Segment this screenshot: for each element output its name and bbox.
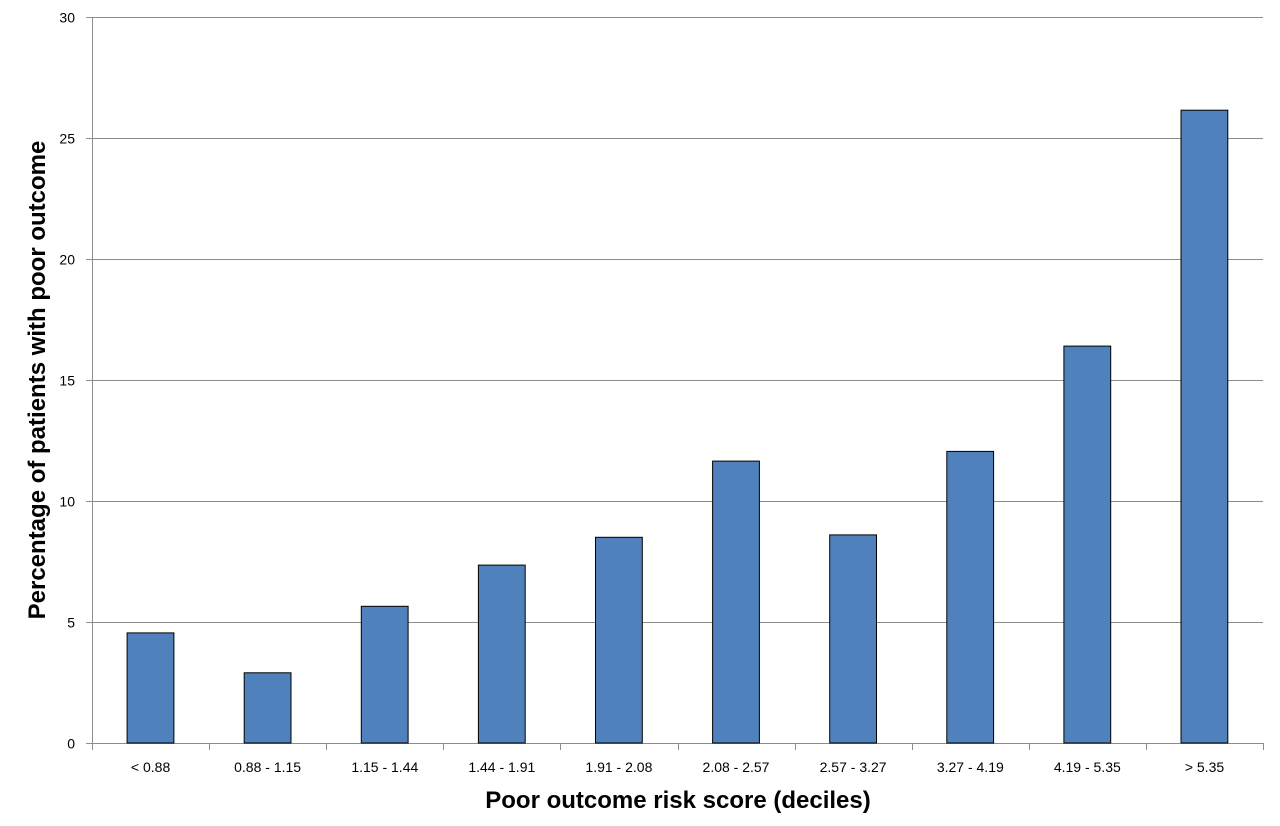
- y-tick-label: 20: [59, 252, 75, 268]
- bar: [595, 536, 643, 744]
- bar: [477, 564, 526, 744]
- bar: [360, 605, 409, 744]
- axes: [86, 17, 1264, 750]
- bar: [829, 534, 878, 744]
- bar: [1180, 109, 1229, 744]
- y-tick-label: 15: [59, 373, 75, 389]
- x-tick-label: 2.08 - 2.57: [703, 759, 770, 775]
- bar: [946, 450, 995, 744]
- bar: [712, 460, 760, 744]
- y-tick-labels: 0 5 10 15 20 25 30: [59, 10, 75, 752]
- x-tick-labels: < 0.88 0.88 - 1.15 1.15 - 1.44 1.44 - 1.91 1…: [131, 759, 1224, 775]
- x-tick-label: 0.88 - 1.15: [234, 759, 301, 775]
- x-tick-label: 1.91 - 2.08: [585, 759, 652, 775]
- y-tick-label: 5: [67, 615, 75, 631]
- x-axis-title: Poor outcome risk score (deciles): [485, 787, 870, 814]
- y-tick-label: 10: [59, 494, 75, 510]
- x-tick-label: 1.44 - 1.91: [468, 759, 535, 775]
- y-tick-label: 25: [59, 131, 75, 147]
- bars: [126, 109, 1229, 744]
- y-axis-title: Percentage of patients with poor outcome: [24, 141, 51, 620]
- y-tick-label: 0: [67, 736, 75, 752]
- y-tick-label: 30: [59, 10, 75, 26]
- x-tick-label: > 5.35: [1185, 759, 1225, 775]
- bar: [243, 672, 292, 744]
- bar: [1063, 345, 1112, 744]
- x-tick-label: 2.57 - 3.27: [820, 759, 887, 775]
- x-tick-label: 4.19 - 5.35: [1054, 759, 1121, 775]
- x-tick-label: 1.15 - 1.44: [351, 759, 418, 775]
- x-tick-label: 3.27 - 4.19: [937, 759, 1004, 775]
- bar: [126, 632, 175, 744]
- x-tick-label: < 0.88: [131, 759, 171, 775]
